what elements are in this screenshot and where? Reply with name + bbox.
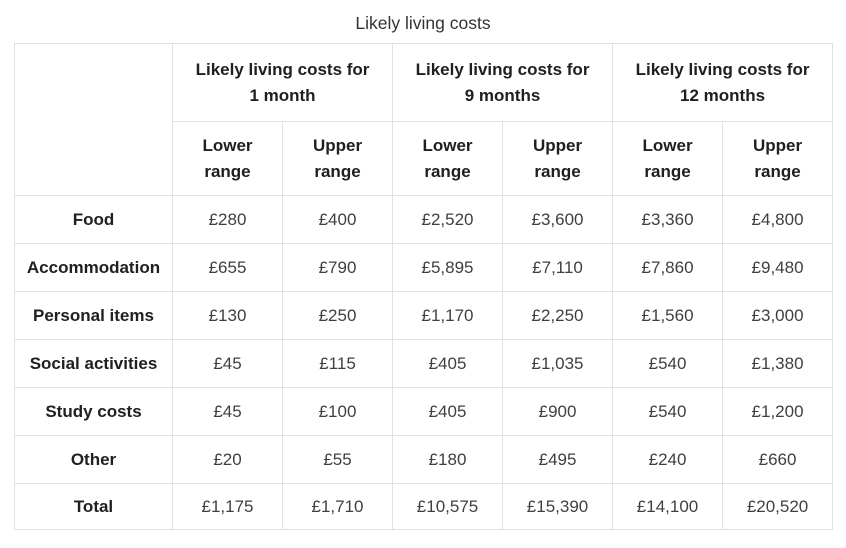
subheader-lower-range-1: Lower range (172, 121, 283, 196)
table-row: Personal items £130 £250 £1,170 £2,250 £… (14, 291, 834, 340)
group-header-12-months-line2: 12 months (680, 85, 766, 105)
group-header-1-month: Likely living costs for 1 month (171, 43, 394, 122)
group-header-1-month-line1: Likely living costs for (195, 59, 370, 79)
row-label: Personal items (14, 291, 173, 340)
value-cell: £7,110 (502, 243, 614, 292)
row-label: Other (14, 435, 173, 484)
sub-header-row: Lower range Upper range Lower range Uppe… (15, 121, 834, 196)
subheader-lower-range-3: Lower range (612, 121, 724, 196)
group-header-9-months: Likely living costs for 9 months (392, 43, 614, 122)
value-cell: £1,175 (172, 483, 283, 530)
value-cell: £2,250 (502, 291, 614, 340)
value-cell: £20 (172, 435, 283, 484)
value-cell: £45 (172, 339, 283, 388)
group-header-1-month-line2: 1 month (249, 85, 316, 105)
value-cell: £5,895 (392, 243, 504, 292)
row-label: Food (14, 195, 173, 244)
table-body: Food £280 £400 £2,520 £3,600 £3,360 £4,8… (14, 195, 834, 530)
value-cell: £1,035 (502, 339, 614, 388)
value-cell: £7,860 (612, 243, 724, 292)
group-header-9-months-line2: 9 months (464, 85, 541, 105)
value-cell: £1,200 (722, 387, 834, 436)
value-cell: £1,170 (392, 291, 504, 340)
value-cell: £9,480 (722, 243, 834, 292)
value-cell: £20,520 (722, 483, 834, 530)
subheader-upper-range-1: Upper range (281, 121, 394, 196)
value-cell: £660 (722, 435, 834, 484)
value-cell: £100 (281, 387, 394, 436)
table-row: Food £280 £400 £2,520 £3,600 £3,360 £4,8… (14, 195, 834, 244)
value-cell: £250 (281, 291, 394, 340)
table-row: Social activities £45 £115 £405 £1,035 £… (14, 339, 834, 388)
value-cell: £405 (392, 387, 504, 436)
page-title: Likely living costs (355, 13, 491, 33)
value-cell: £4,800 (722, 195, 834, 244)
value-cell: £14,100 (612, 483, 724, 530)
value-cell: £540 (612, 339, 724, 388)
value-cell: £1,710 (281, 483, 394, 530)
group-header-12-months: Likely living costs for 12 months (612, 43, 834, 122)
value-cell: £130 (172, 291, 283, 340)
value-cell: £180 (392, 435, 504, 484)
value-cell: £15,390 (502, 483, 614, 530)
subheader-upper-range-3: Upper range (722, 121, 834, 196)
value-cell: £405 (392, 339, 504, 388)
table-row: Accommodation £655 £790 £5,895 £7,110 £7… (14, 243, 834, 292)
value-cell: £655 (172, 243, 283, 292)
subheader-upper-range-2: Upper range (502, 121, 614, 196)
value-cell: £900 (502, 387, 614, 436)
table-row: Total £1,175 £1,710 £10,575 £15,390 £14,… (14, 483, 834, 530)
row-label: Study costs (14, 387, 173, 436)
value-cell: £3,360 (612, 195, 724, 244)
value-cell: £1,380 (722, 339, 834, 388)
value-cell: £280 (172, 195, 283, 244)
group-header-9-months-line1: Likely living costs for (415, 59, 590, 79)
value-cell: £115 (281, 339, 394, 388)
value-cell: £540 (612, 387, 724, 436)
value-cell: £3,000 (722, 291, 834, 340)
row-label: Social activities (14, 339, 173, 388)
subheader-lower-range-2: Lower range (392, 121, 504, 196)
table-row: Study costs £45 £100 £405 £900 £540 £1,2… (14, 387, 834, 436)
value-cell: £55 (281, 435, 394, 484)
value-cell: £3,600 (502, 195, 614, 244)
group-header-12-months-line1: Likely living costs for (635, 59, 810, 79)
value-cell: £790 (281, 243, 394, 292)
value-cell: £2,520 (392, 195, 504, 244)
value-cell: £400 (281, 195, 394, 244)
value-cell: £1,560 (612, 291, 724, 340)
row-label: Total (14, 483, 173, 530)
row-label: Accommodation (14, 243, 173, 292)
value-cell: £45 (172, 387, 283, 436)
value-cell: £240 (612, 435, 724, 484)
group-header-row: Likely living costs for 1 month Likely l… (14, 43, 834, 196)
value-cell: £495 (502, 435, 614, 484)
corner-cell (14, 43, 173, 196)
table-row: Other £20 £55 £180 £495 £240 £660 (14, 435, 834, 484)
value-cell: £10,575 (392, 483, 504, 530)
living-costs-table: Likely living costs for 1 month Likely l… (14, 43, 834, 530)
